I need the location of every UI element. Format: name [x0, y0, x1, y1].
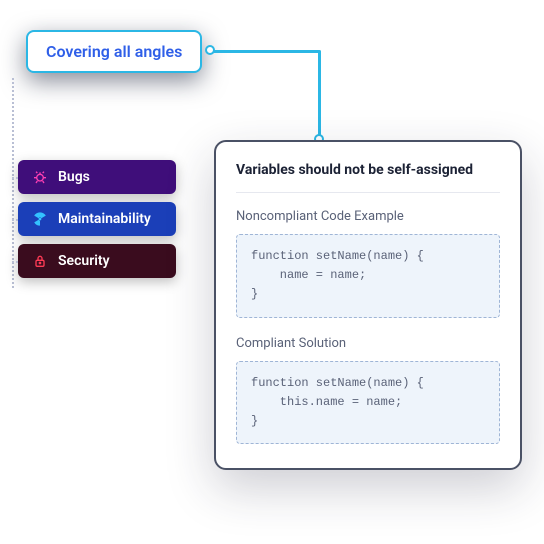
header-box: Covering all angles [26, 30, 202, 73]
connector-dot-start [205, 45, 215, 55]
category-maintainability[interactable]: Maintainability [18, 202, 176, 236]
category-label: Security [58, 253, 110, 269]
noncompliant-code: function setName(name) { name = name; } [236, 234, 500, 318]
lock-icon [32, 253, 48, 269]
category-security[interactable]: Security [18, 244, 176, 278]
detail-card: Variables should not be self-assigned No… [214, 140, 522, 470]
connector-vertical [318, 50, 321, 140]
bug-icon [32, 169, 48, 185]
connector-horizontal [210, 50, 320, 53]
category-label: Maintainability [58, 211, 151, 227]
detail-title: Variables should not be self-assigned [236, 162, 500, 193]
radiation-icon [32, 211, 48, 227]
compliant-label: Compliant Solution [236, 336, 500, 351]
compliant-code: function setName(name) { this.name = nam… [236, 361, 500, 445]
category-list: Bugs Maintainability Security [18, 160, 176, 278]
noncompliant-label: Noncompliant Code Example [236, 209, 500, 224]
dotted-connector [12, 78, 14, 288]
category-bugs[interactable]: Bugs [18, 160, 176, 194]
category-label: Bugs [58, 169, 90, 185]
